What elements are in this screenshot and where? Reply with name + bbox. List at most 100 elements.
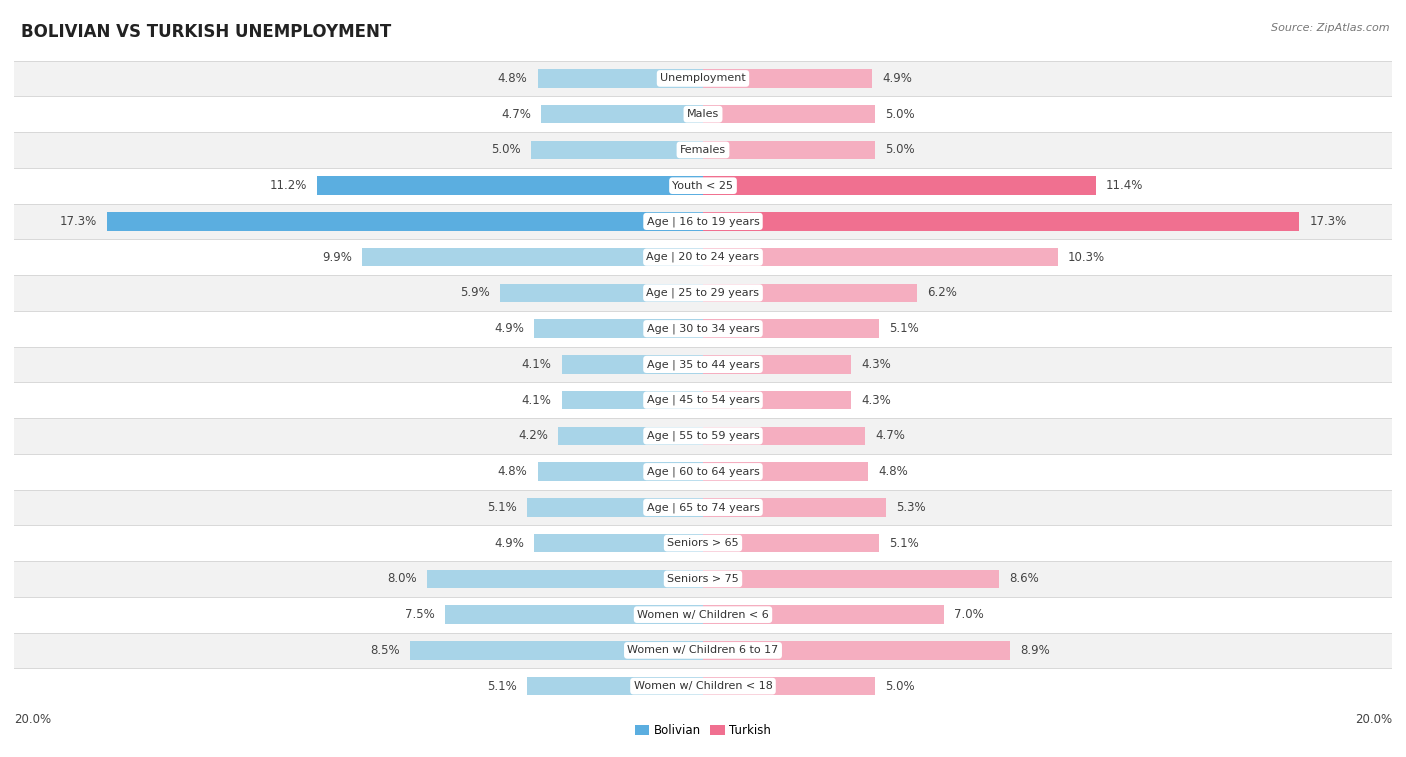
Text: Age | 45 to 54 years: Age | 45 to 54 years (647, 395, 759, 406)
Text: 4.9%: 4.9% (494, 322, 524, 335)
Text: Source: ZipAtlas.com: Source: ZipAtlas.com (1271, 23, 1389, 33)
Text: 10.3%: 10.3% (1069, 251, 1105, 263)
Bar (703, 569, 1000, 588)
Text: Age | 25 to 29 years: Age | 25 to 29 years (647, 288, 759, 298)
FancyBboxPatch shape (14, 561, 1392, 597)
Bar (703, 248, 1057, 266)
Text: Males: Males (688, 109, 718, 119)
Text: Age | 16 to 19 years: Age | 16 to 19 years (647, 217, 759, 226)
Text: 4.3%: 4.3% (862, 394, 891, 407)
Text: Females: Females (681, 145, 725, 155)
Text: 20.0%: 20.0% (14, 713, 51, 726)
FancyBboxPatch shape (14, 490, 1392, 525)
Text: Age | 65 to 74 years: Age | 65 to 74 years (647, 502, 759, 512)
Text: 4.1%: 4.1% (522, 394, 551, 407)
Bar (703, 355, 851, 374)
Bar (107, 212, 703, 231)
FancyBboxPatch shape (14, 311, 1392, 347)
Bar (558, 427, 703, 445)
FancyBboxPatch shape (14, 61, 1392, 96)
Text: Age | 30 to 34 years: Age | 30 to 34 years (647, 323, 759, 334)
Text: 4.9%: 4.9% (882, 72, 912, 85)
Bar (703, 176, 1095, 195)
FancyBboxPatch shape (14, 96, 1392, 132)
FancyBboxPatch shape (14, 204, 1392, 239)
Bar (703, 677, 875, 696)
Text: 5.1%: 5.1% (889, 322, 918, 335)
Text: 4.8%: 4.8% (498, 465, 527, 478)
Text: Age | 35 to 44 years: Age | 35 to 44 years (647, 359, 759, 369)
FancyBboxPatch shape (14, 525, 1392, 561)
FancyBboxPatch shape (14, 132, 1392, 168)
Text: 11.4%: 11.4% (1107, 179, 1143, 192)
Text: 7.5%: 7.5% (405, 608, 434, 621)
Bar (361, 248, 703, 266)
Bar (537, 69, 703, 88)
Text: Women w/ Children < 6: Women w/ Children < 6 (637, 609, 769, 620)
Bar (703, 427, 865, 445)
Text: 4.7%: 4.7% (875, 429, 905, 442)
FancyBboxPatch shape (14, 382, 1392, 418)
Bar (318, 176, 703, 195)
Bar (562, 391, 703, 410)
Text: 5.1%: 5.1% (488, 501, 517, 514)
FancyBboxPatch shape (14, 275, 1392, 311)
Legend: Bolivian, Turkish: Bolivian, Turkish (636, 724, 770, 737)
Bar (703, 69, 872, 88)
Bar (703, 284, 917, 302)
Bar (703, 105, 875, 123)
Text: 5.9%: 5.9% (460, 286, 489, 300)
FancyBboxPatch shape (14, 239, 1392, 275)
Bar (703, 212, 1299, 231)
Text: 6.2%: 6.2% (927, 286, 956, 300)
Text: 5.0%: 5.0% (886, 680, 915, 693)
Bar (534, 534, 703, 553)
Text: 7.0%: 7.0% (955, 608, 984, 621)
Bar (703, 534, 879, 553)
FancyBboxPatch shape (14, 597, 1392, 633)
Bar (427, 569, 703, 588)
Text: 8.6%: 8.6% (1010, 572, 1039, 585)
FancyBboxPatch shape (14, 633, 1392, 668)
Text: 8.0%: 8.0% (388, 572, 418, 585)
Text: 8.5%: 8.5% (370, 644, 399, 657)
Text: 4.7%: 4.7% (501, 107, 531, 120)
Bar (703, 319, 879, 338)
Text: 4.9%: 4.9% (494, 537, 524, 550)
Bar (703, 141, 875, 159)
FancyBboxPatch shape (14, 668, 1392, 704)
Text: Unemployment: Unemployment (661, 73, 745, 83)
Bar (527, 498, 703, 517)
FancyBboxPatch shape (14, 453, 1392, 490)
Text: 11.2%: 11.2% (270, 179, 307, 192)
Text: 20.0%: 20.0% (1355, 713, 1392, 726)
Text: 17.3%: 17.3% (1309, 215, 1347, 228)
Text: Women w/ Children 6 to 17: Women w/ Children 6 to 17 (627, 646, 779, 656)
Text: 5.0%: 5.0% (886, 107, 915, 120)
Text: Women w/ Children < 18: Women w/ Children < 18 (634, 681, 772, 691)
Text: 4.8%: 4.8% (879, 465, 908, 478)
Bar (531, 141, 703, 159)
Text: 5.1%: 5.1% (889, 537, 918, 550)
Bar (703, 498, 886, 517)
FancyBboxPatch shape (14, 168, 1392, 204)
Bar (541, 105, 703, 123)
Bar (537, 463, 703, 481)
Text: 8.9%: 8.9% (1019, 644, 1050, 657)
Bar (703, 391, 851, 410)
Text: 5.0%: 5.0% (491, 143, 520, 157)
Bar (534, 319, 703, 338)
Text: Age | 20 to 24 years: Age | 20 to 24 years (647, 252, 759, 263)
Text: 4.8%: 4.8% (498, 72, 527, 85)
Bar (703, 606, 945, 624)
Text: 9.9%: 9.9% (322, 251, 352, 263)
Bar (499, 284, 703, 302)
Text: 4.2%: 4.2% (519, 429, 548, 442)
Text: 5.3%: 5.3% (896, 501, 925, 514)
Text: 4.1%: 4.1% (522, 358, 551, 371)
Text: 5.1%: 5.1% (488, 680, 517, 693)
Text: Seniors > 65: Seniors > 65 (668, 538, 738, 548)
Text: Youth < 25: Youth < 25 (672, 181, 734, 191)
Text: Age | 60 to 64 years: Age | 60 to 64 years (647, 466, 759, 477)
Bar (703, 641, 1010, 659)
